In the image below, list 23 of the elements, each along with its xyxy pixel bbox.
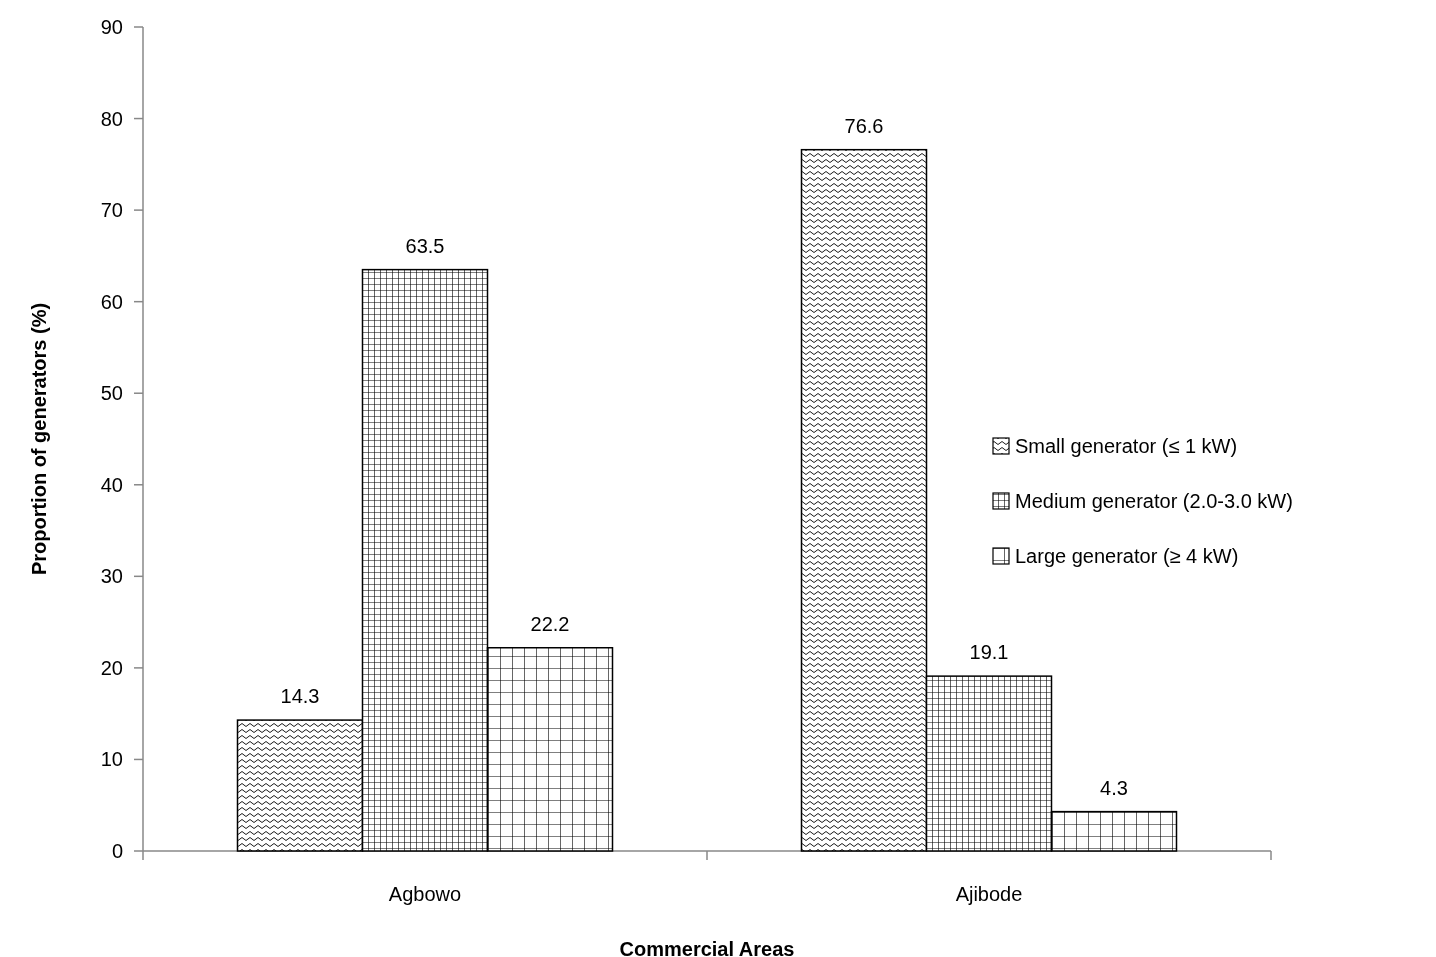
y-tick-label: 20 — [100, 656, 123, 679]
x-tick-label: Agbowo — [388, 883, 462, 905]
y-tick-label: 90 — [100, 16, 123, 38]
legend-label: Large generator (≥ 4 kW) — [1015, 545, 1239, 567]
y-tick-label: 10 — [100, 748, 123, 771]
data-label: 22.2 — [530, 612, 570, 635]
data-label: 14.3 — [280, 685, 320, 708]
data-label: 76.6 — [844, 114, 884, 137]
x-axis-title: Commercial Areas — [619, 938, 795, 957]
y-tick-label: 50 — [100, 382, 123, 405]
y-tick-label: 0 — [111, 840, 123, 862]
data-label: 19.1 — [969, 641, 1009, 664]
y-tick-label: 40 — [100, 473, 123, 496]
data-label: 4.3 — [1100, 776, 1128, 799]
legend-label: Medium generator (2.0-3.0 kW) — [1015, 490, 1293, 512]
y-tick-label: 80 — [100, 107, 123, 130]
y-tick-label: 70 — [100, 199, 123, 222]
y-tick-label: 30 — [100, 565, 123, 588]
data-label: 63.5 — [405, 234, 445, 257]
legend-label: Small generator (≤ 1 kW) — [1015, 435, 1238, 457]
y-axis-title: Proportion of generators (%) — [28, 302, 50, 576]
y-tick-label: 60 — [100, 290, 123, 313]
x-tick-label: Ajibode — [955, 883, 1023, 905]
